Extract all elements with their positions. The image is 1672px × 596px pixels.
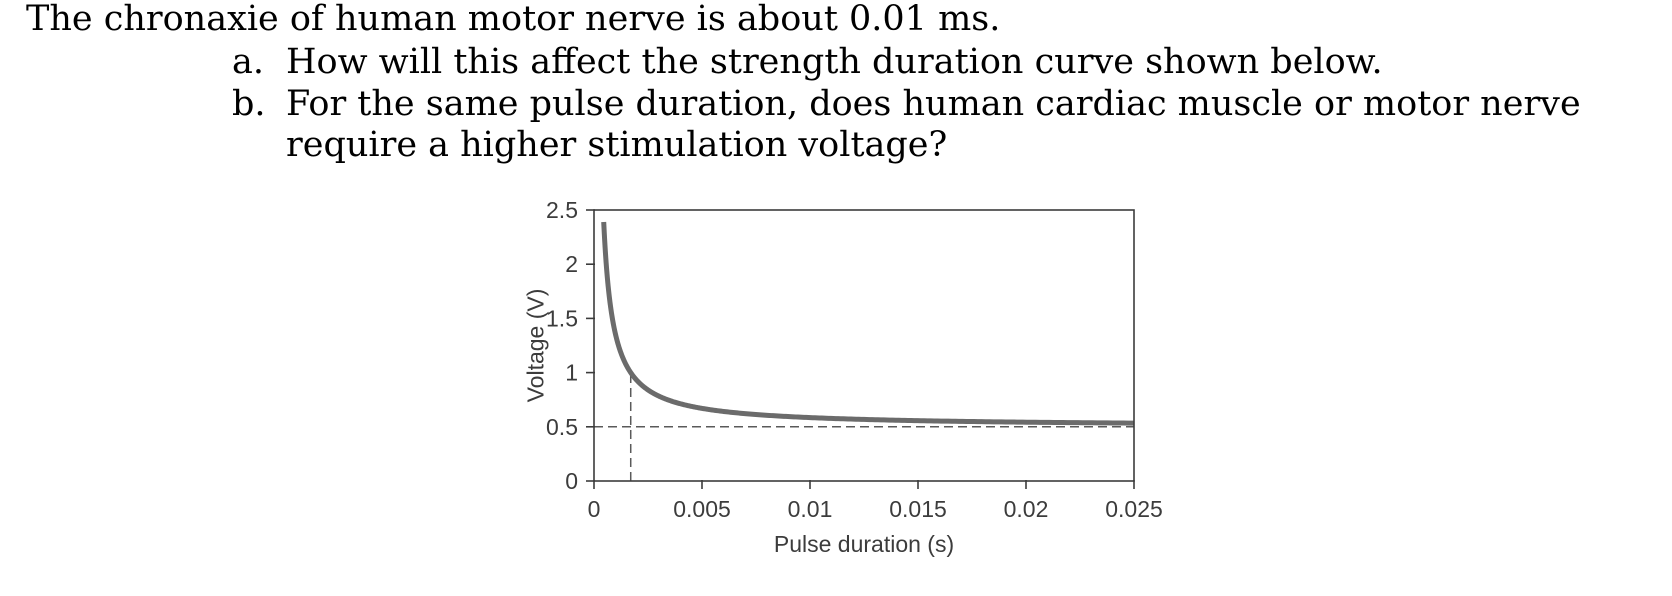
y-tick-label: 1 (565, 360, 578, 386)
x-tick-label: 0.025 (1105, 496, 1163, 522)
part-b-text-line-2: require a higher stimulation voltage? (286, 125, 948, 165)
x-tick-label: 0.01 (788, 496, 833, 522)
x-tick-label: 0.015 (889, 496, 947, 522)
y-tick-label: 0.5 (546, 414, 578, 440)
plot-frame (593, 209, 1135, 482)
part-b-text-line-1: For the same pulse duration, does human … (286, 84, 1581, 124)
y-tick-label: 2.5 (546, 200, 578, 223)
y-axis-label: Voltage (V) (522, 289, 548, 403)
y-tick-label: 0 (565, 468, 578, 494)
x-tick-label: 0.02 (1004, 496, 1049, 522)
strength-duration-curve (601, 221, 1134, 426)
part-a-text: How will this affect the strength durati… (286, 42, 1383, 82)
x-tick-label: 0.005 (673, 496, 731, 522)
x-axis-label: Pulse duration (s) (774, 531, 954, 557)
y-tick-label: 2 (565, 251, 578, 277)
strength-duration-chart: 0 0.5 1 1.5 2 2.5 0 0.005 0.01 0.015 0.02 0.025 Puls… (522, 200, 1163, 557)
part-b-marker: b. (232, 84, 266, 124)
y-tick-label: 1.5 (546, 305, 578, 331)
x-tick-label: 0 (588, 496, 601, 522)
part-a-marker: a. (232, 42, 264, 82)
question-intro: The chronaxie of human motor nerve is ab… (26, 0, 1001, 39)
